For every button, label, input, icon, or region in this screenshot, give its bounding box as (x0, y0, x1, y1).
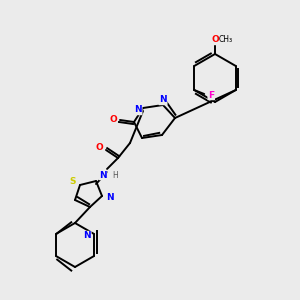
Text: N: N (106, 193, 114, 202)
Text: N: N (159, 95, 167, 104)
Text: O: O (109, 116, 117, 124)
Text: S: S (70, 178, 76, 187)
Text: O: O (211, 35, 219, 44)
Text: O: O (95, 142, 103, 152)
Text: H: H (112, 172, 118, 181)
Text: N: N (83, 232, 91, 241)
Text: N: N (99, 170, 107, 179)
Text: CH₃: CH₃ (219, 35, 233, 44)
Text: F: F (208, 91, 214, 100)
Text: N: N (134, 106, 142, 115)
